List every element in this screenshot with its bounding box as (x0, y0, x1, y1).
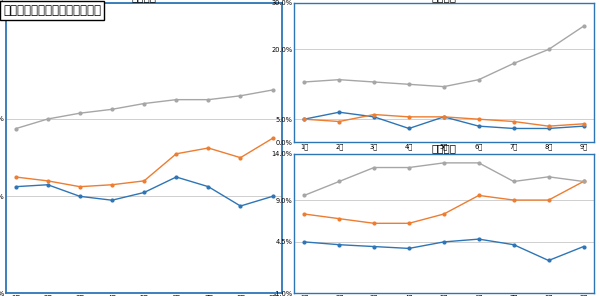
前前年 (440, 85, 448, 89)
前年 (370, 221, 377, 225)
前年 (205, 146, 212, 150)
全年 (44, 183, 52, 186)
前前年 (580, 180, 587, 183)
全年 (301, 240, 308, 244)
前年 (580, 180, 587, 183)
全年 (510, 127, 517, 130)
Text: 電話相談窓口　相談区分の推移: 電話相談窓口 相談区分の推移 (3, 4, 101, 17)
全年 (173, 175, 180, 179)
前年 (510, 198, 517, 202)
前前年 (12, 127, 19, 131)
前年 (475, 118, 482, 121)
前年 (335, 120, 343, 123)
Line: 前前年: 前前年 (14, 89, 274, 130)
全年 (237, 204, 244, 208)
全年 (406, 127, 413, 130)
前前年 (205, 98, 212, 102)
前年 (44, 179, 52, 183)
全年 (475, 124, 482, 128)
前年 (510, 120, 517, 123)
前年 (475, 194, 482, 197)
前前年 (510, 180, 517, 183)
前年 (545, 198, 552, 202)
前年 (580, 122, 587, 126)
全年 (580, 124, 587, 128)
前前年 (370, 166, 377, 169)
全年 (545, 127, 552, 130)
全年 (335, 110, 343, 114)
前年 (12, 175, 19, 179)
Legend: 全年, 前年, 前前年: 全年, 前年, 前前年 (401, 170, 486, 181)
前前年 (406, 83, 413, 86)
Line: 全年: 全年 (14, 176, 274, 207)
全年 (12, 185, 19, 189)
全年 (370, 115, 377, 119)
前年 (301, 212, 308, 216)
前年 (301, 118, 308, 121)
前年 (545, 124, 552, 128)
前年 (269, 136, 276, 140)
Title: 全　　数: 全 数 (131, 0, 157, 2)
Line: 前前年: 前前年 (303, 162, 585, 197)
全年 (335, 243, 343, 247)
前年 (173, 152, 180, 156)
Line: 前年: 前年 (303, 113, 585, 128)
全年 (440, 240, 448, 244)
全年 (301, 118, 308, 121)
前前年 (109, 107, 116, 111)
全年 (440, 115, 448, 119)
前前年 (545, 175, 552, 178)
Line: 全年: 全年 (303, 111, 585, 130)
前前年 (335, 180, 343, 183)
前年 (237, 156, 244, 160)
全年 (580, 245, 587, 248)
全年 (205, 185, 212, 189)
前年 (440, 212, 448, 216)
全年 (475, 237, 482, 241)
前年 (406, 115, 413, 119)
Line: 前年: 前年 (303, 180, 585, 225)
前年 (109, 183, 116, 186)
全年 (370, 245, 377, 248)
全年 (406, 247, 413, 250)
前前年 (237, 94, 244, 98)
前前年 (335, 78, 343, 81)
前年 (335, 217, 343, 221)
前前年 (140, 102, 148, 105)
前年 (140, 179, 148, 183)
Line: 前年: 前年 (14, 137, 274, 188)
Title: 男　　性: 男 性 (431, 0, 457, 2)
全年 (109, 198, 116, 202)
前前年 (301, 194, 308, 197)
前前年 (545, 48, 552, 51)
前前年 (475, 161, 482, 165)
前前年 (44, 117, 52, 121)
前年 (406, 221, 413, 225)
前前年 (269, 88, 276, 92)
Title: 女　　性: 女 性 (431, 143, 457, 153)
Line: 前前年: 前前年 (303, 25, 585, 88)
前前年 (580, 25, 587, 28)
全年 (545, 259, 552, 262)
全年 (510, 243, 517, 247)
前前年 (301, 80, 308, 84)
前前年 (173, 98, 180, 102)
全年 (76, 194, 83, 198)
全年 (140, 191, 148, 194)
前年 (440, 115, 448, 119)
前前年 (76, 111, 83, 115)
前前年 (370, 80, 377, 84)
前年 (370, 113, 377, 116)
全年 (269, 194, 276, 198)
前前年 (475, 78, 482, 81)
前前年 (406, 166, 413, 169)
前前年 (440, 161, 448, 165)
前年 (76, 185, 83, 189)
前前年 (510, 62, 517, 65)
Line: 全年: 全年 (303, 238, 585, 262)
